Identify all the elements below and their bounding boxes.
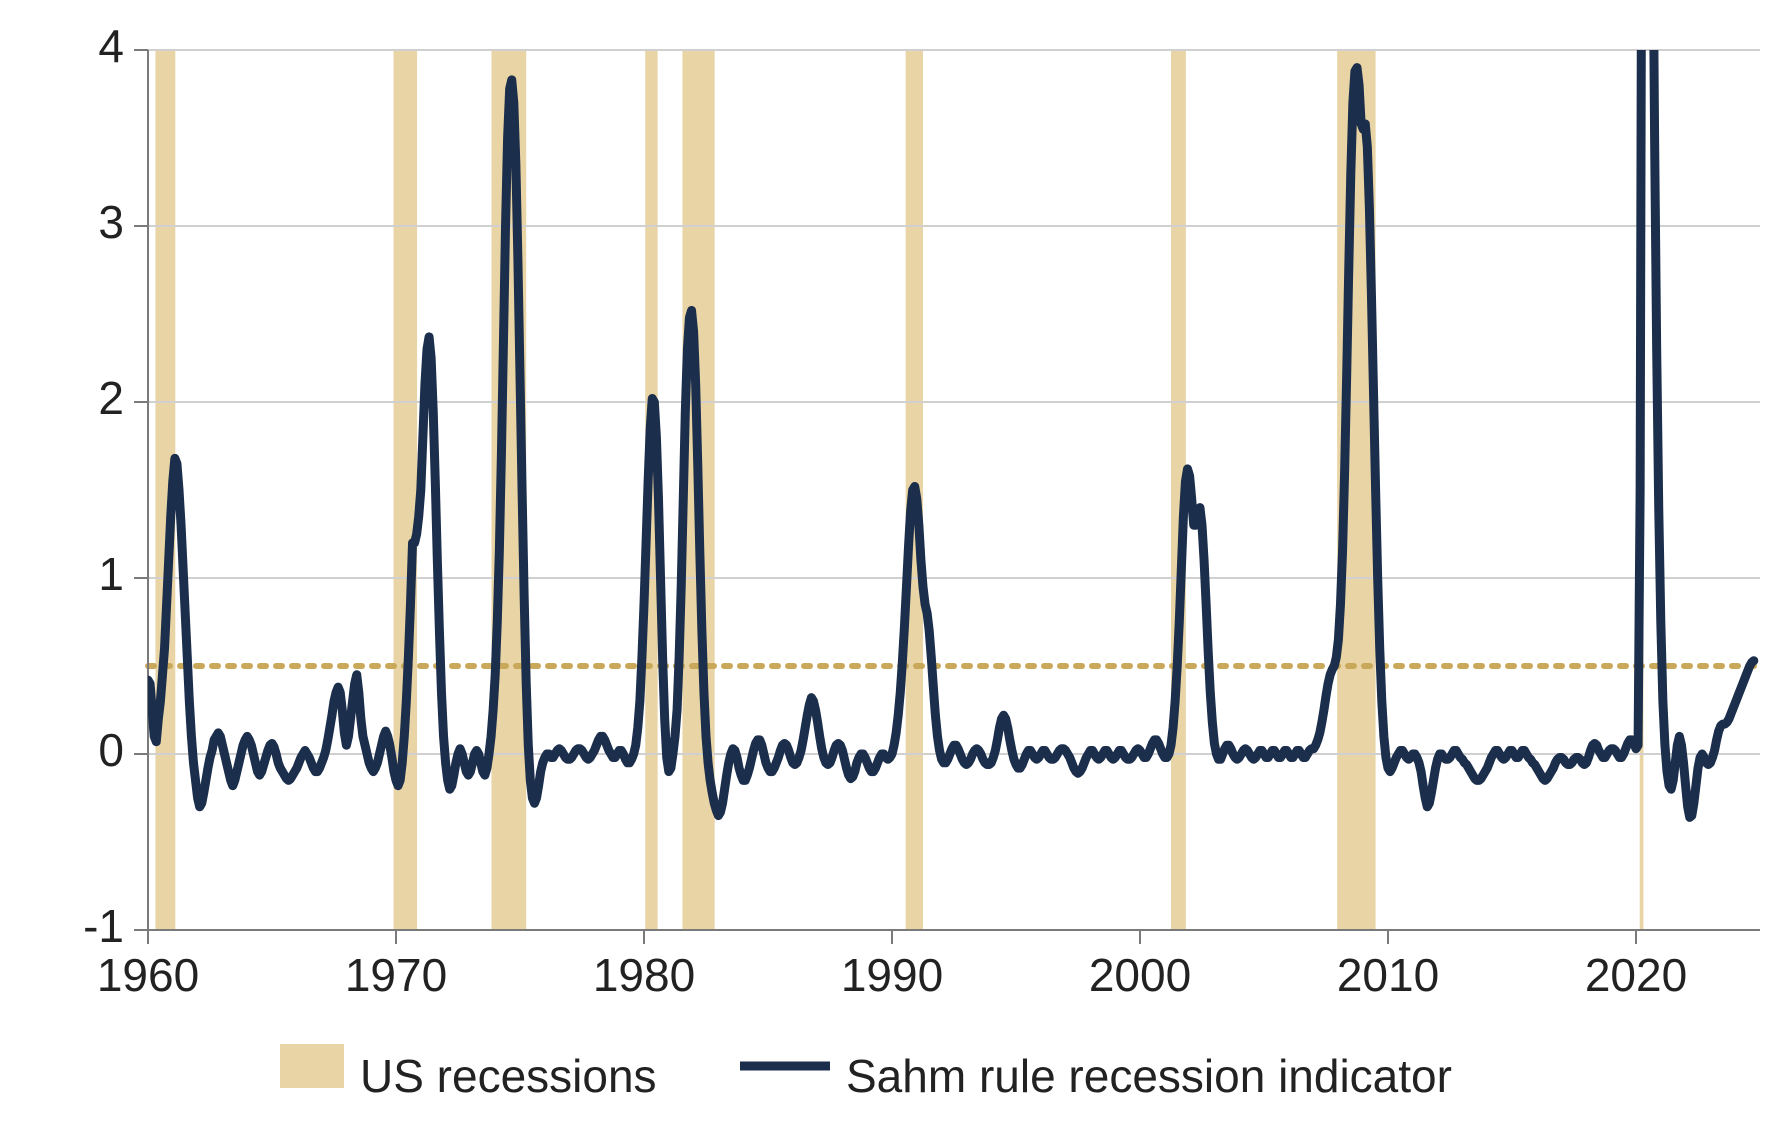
x-tick-label: 1990 [841, 949, 943, 1001]
x-tick-label: 2020 [1585, 949, 1687, 1001]
y-tick-label: -1 [83, 900, 124, 952]
sahm-rule-chart: -1 0 1 2 3 4 1960 1970 1980 1990 2000 2010 2020 US re… [0, 0, 1789, 1122]
x-tick-label: 1960 [97, 949, 199, 1001]
y-tick-label: 1 [98, 548, 124, 600]
y-tick-label: 2 [98, 372, 124, 424]
legend: US recessions Sahm rule recession indicat… [280, 1044, 1452, 1102]
y-tick-label: 3 [98, 196, 124, 248]
legend-label-sahm: Sahm rule recession indicator [846, 1050, 1452, 1102]
x-tick-label: 1970 [345, 949, 447, 1001]
y-tick-label: 4 [98, 20, 124, 72]
recession-band-1 [394, 50, 418, 930]
legend-label-recessions: US recessions [360, 1050, 657, 1102]
x-tick-label: 2010 [1337, 949, 1439, 1001]
x-tick-label: 2000 [1089, 949, 1191, 1001]
y-tick-label: 0 [98, 724, 124, 776]
legend-swatch-band [280, 1044, 344, 1088]
x-tick-label: 1980 [593, 949, 695, 1001]
